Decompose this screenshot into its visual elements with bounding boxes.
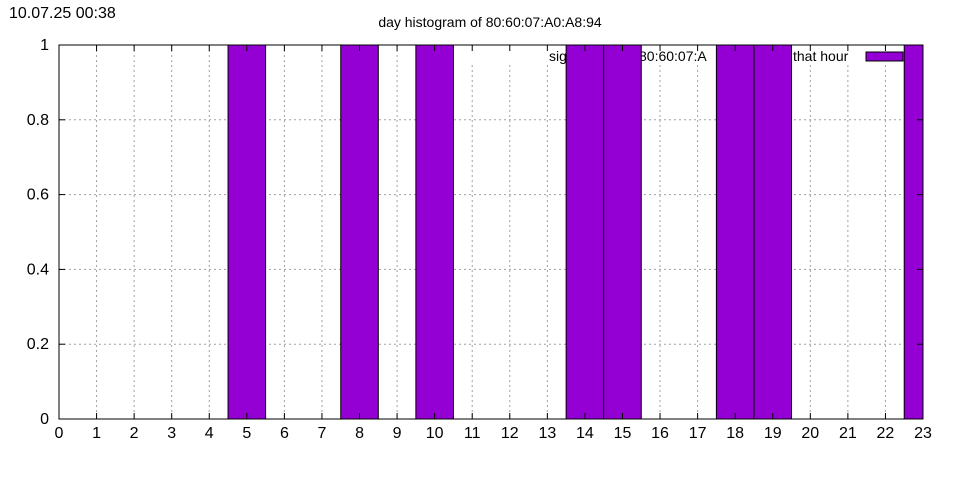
bar-hour-19 [753, 44, 793, 420]
legend: sig 80:60:07:A that hour [455, 46, 910, 64]
y-tick-label: 0.6 [27, 187, 49, 204]
x-axis-ticks: 0 1 2 3 4 5 6 7 8 9 10 11 12 13 14 15 16 17 18 19 20 21 22 23 [55, 45, 932, 442]
x-tick-label: 18 [726, 425, 744, 442]
chart-title: day histogram of 80:60:07:A0:A8:94 [378, 14, 602, 30]
y-axis-ticks: 0 0.2 0.4 0.6 0.8 1 [27, 37, 923, 428]
legend-label-part: 80:60:07:A [639, 48, 707, 64]
x-tick-label: 13 [538, 425, 556, 442]
x-tick-label: 15 [614, 425, 632, 442]
x-tick-label: 23 [914, 425, 932, 442]
bars [227, 44, 924, 420]
x-tick-label: 14 [576, 425, 594, 442]
bar-hour-5 [227, 44, 267, 420]
x-tick-label: 4 [205, 425, 214, 442]
x-tick-label: 3 [167, 425, 176, 442]
bar-hour-10 [415, 44, 454, 420]
x-tick-label: 11 [464, 425, 481, 442]
bar-hour-23 [903, 44, 924, 420]
x-tick-label: 6 [280, 425, 289, 442]
x-tick-label: 12 [501, 425, 519, 442]
bar-hour-15 [603, 44, 642, 420]
legend-swatch [865, 51, 904, 62]
bar-hour-8 [340, 44, 379, 420]
grid-lines [59, 45, 923, 419]
legend-label-part: that hour [793, 48, 849, 64]
x-tick-label: 0 [55, 425, 64, 442]
x-tick-label: 8 [355, 425, 364, 442]
x-tick-label: 16 [651, 425, 669, 442]
y-tick-label: 0.4 [27, 261, 49, 278]
x-tick-label: 22 [877, 425, 895, 442]
x-tick-label: 1 [92, 425, 101, 442]
bar-hour-14 [565, 44, 605, 420]
y-tick-label: 0.2 [27, 336, 49, 353]
y-tick-label: 0 [40, 411, 49, 428]
x-tick-label: 7 [318, 425, 327, 442]
x-tick-label: 17 [689, 425, 707, 442]
plot-frame [58, 44, 924, 420]
y-tick-label: 1 [40, 37, 49, 54]
x-tick-label: 19 [764, 425, 782, 442]
legend-label-part: sig [549, 48, 567, 64]
x-tick-label: 20 [801, 425, 819, 442]
x-tick-label: 21 [839, 425, 857, 442]
x-tick-label: 5 [242, 425, 251, 442]
y-tick-label: 0.8 [27, 112, 49, 129]
timestamp: 10.07.25 00:38 [9, 5, 116, 22]
x-tick-label: 10 [426, 425, 444, 442]
bar-hour-18 [715, 44, 755, 420]
x-tick-label: 2 [130, 425, 139, 442]
x-tick-label: 9 [393, 425, 402, 442]
